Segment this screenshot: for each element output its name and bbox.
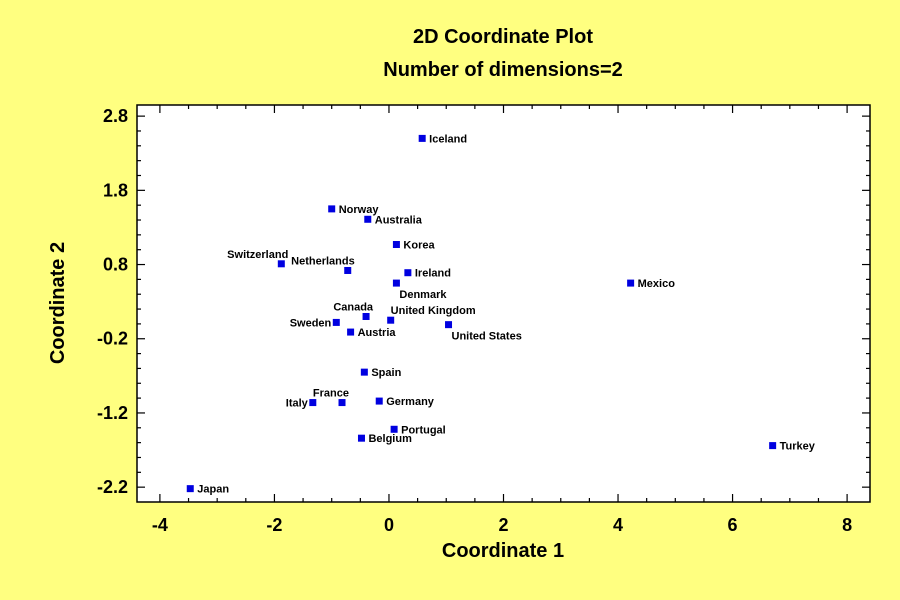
x-tick-label: 0	[384, 515, 394, 535]
plot-area	[136, 104, 871, 503]
point-label: Australia	[375, 214, 423, 226]
data-point	[347, 328, 355, 336]
point-label: Canada	[333, 301, 374, 313]
point-label: France	[313, 388, 349, 400]
point-label: Italy	[286, 398, 309, 410]
data-point	[418, 134, 426, 142]
data-point	[375, 397, 383, 405]
y-tick-labels: 2.8 1.8 0.8 -0.2 -1.2 -2.2	[97, 106, 128, 497]
y-tick-label: 2.8	[103, 106, 128, 126]
y-tick-label: -2.2	[97, 477, 128, 497]
data-point	[392, 241, 400, 249]
y-axis-title: Coordinate 2	[47, 242, 69, 364]
data-point	[357, 434, 365, 442]
point-label: Sweden	[290, 317, 332, 329]
y-tick-label: -1.2	[97, 403, 128, 423]
point-label: Ireland	[415, 268, 451, 280]
point-label: United Kingdom	[391, 305, 476, 317]
data-point	[309, 399, 317, 407]
data-point	[390, 425, 398, 433]
point-label: Netherlands	[291, 255, 355, 267]
data-point	[360, 368, 368, 376]
data-point	[627, 279, 635, 287]
point-label: Belgium	[368, 433, 412, 445]
y-tick-label: 0.8	[103, 255, 128, 275]
chart-subtitle: Number of dimensions=2	[383, 59, 623, 81]
x-tick-label: -2	[266, 515, 282, 535]
point-label: United States	[452, 331, 522, 343]
point-label: Switzerland	[227, 249, 288, 261]
data-point	[362, 312, 370, 320]
point-label: Norway	[339, 204, 380, 216]
data-point	[328, 205, 336, 213]
x-tick-labels: -4 -2 0 2 4 6 8	[152, 515, 852, 535]
point-label: Turkey	[780, 441, 816, 453]
data-point	[392, 279, 400, 287]
data-point	[769, 442, 777, 450]
data-point	[344, 266, 352, 274]
data-point	[404, 269, 412, 277]
point-label: Korea	[403, 240, 435, 252]
data-point	[445, 321, 453, 329]
data-point	[387, 316, 395, 324]
point-label: Japan	[197, 484, 229, 496]
x-tick-label: 2	[498, 515, 508, 535]
point-label: Mexico	[638, 278, 676, 290]
point-label: Portugal	[401, 424, 446, 436]
x-tick-label: 8	[842, 515, 852, 535]
point-label: Austria	[358, 327, 397, 339]
y-tick-label: -0.2	[97, 329, 128, 349]
x-tick-label: -4	[152, 515, 168, 535]
point-label: Spain	[371, 367, 401, 379]
x-tick-label: 4	[613, 515, 623, 535]
data-point	[338, 399, 346, 407]
x-axis-title: Coordinate 1	[442, 540, 564, 562]
axis-ticks	[137, 105, 870, 502]
data-point	[364, 215, 372, 223]
data-point	[186, 485, 194, 493]
chart-title: 2D Coordinate Plot	[413, 26, 593, 48]
data-point	[332, 318, 340, 326]
x-tick-label: 6	[728, 515, 738, 535]
data-point	[277, 260, 285, 268]
point-label: Iceland	[429, 133, 467, 145]
point-label: Denmark	[399, 289, 447, 301]
y-tick-label: 1.8	[103, 180, 128, 200]
point-label: Germany	[386, 396, 435, 408]
